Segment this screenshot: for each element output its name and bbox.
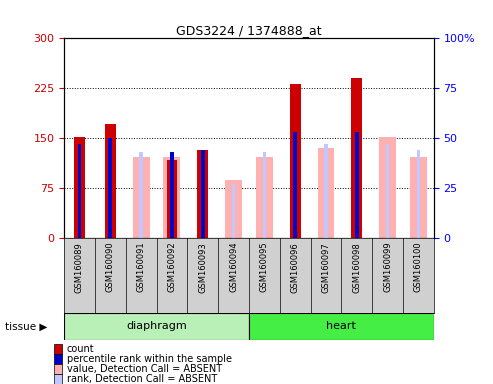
Text: rank, Detection Call = ABSENT: rank, Detection Call = ABSENT [67,374,217,384]
Text: GSM160090: GSM160090 [106,242,115,293]
Text: percentile rank within the sample: percentile rank within the sample [67,354,232,364]
Text: tissue ▶: tissue ▶ [5,321,47,331]
Text: GSM160093: GSM160093 [198,242,207,293]
Bar [167,159,177,238]
Bar [417,150,420,238]
Bar [262,152,266,238]
Text: heart: heart [326,321,356,331]
Bar [105,124,116,238]
Text: GSM160094: GSM160094 [229,242,238,293]
Text: value, Detection Call = ABSENT: value, Detection Call = ABSENT [67,364,222,374]
Bar [74,137,85,238]
Bar [78,144,81,238]
Text: GSM160099: GSM160099 [383,242,392,293]
Bar [410,157,427,238]
Title: GDS3224 / 1374888_at: GDS3224 / 1374888_at [176,24,322,37]
Bar [64,313,249,340]
Bar [170,152,174,238]
Text: GSM160097: GSM160097 [321,242,330,293]
Bar [256,157,273,238]
Bar [232,184,235,238]
Text: count: count [67,344,94,354]
Text: GSM160096: GSM160096 [291,242,300,293]
Text: GSM160092: GSM160092 [168,242,176,293]
Bar [355,132,359,238]
Bar [379,137,396,238]
Bar [197,149,208,238]
Text: GSM160091: GSM160091 [137,242,145,293]
Bar [164,157,180,238]
Text: diaphragm: diaphragm [126,321,187,331]
Text: GSM160098: GSM160098 [352,242,361,293]
Bar [225,179,242,238]
Bar [352,78,362,238]
Bar [108,138,112,238]
Bar [140,152,143,238]
Text: GSM160089: GSM160089 [75,242,84,293]
Bar [249,313,434,340]
Text: GSM160095: GSM160095 [260,242,269,293]
Bar [324,144,328,238]
Bar [386,144,389,238]
Bar [317,148,334,238]
Bar [201,150,205,238]
Bar [290,84,301,238]
Text: GSM160100: GSM160100 [414,242,423,293]
Bar [133,157,149,238]
Bar [293,132,297,238]
